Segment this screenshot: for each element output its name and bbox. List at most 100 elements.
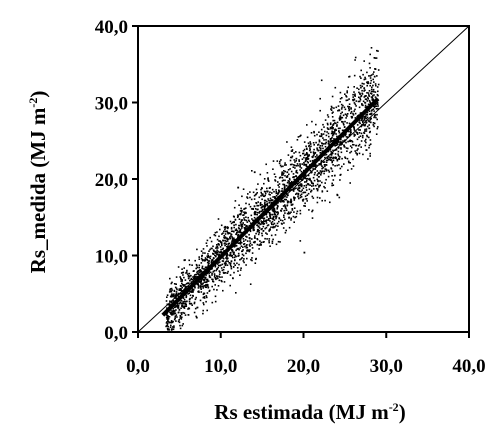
scatter-point (283, 222, 285, 224)
scatter-point (320, 174, 322, 176)
scatter-point (353, 133, 355, 136)
scatter-point (331, 175, 333, 177)
scatter-point (200, 282, 202, 285)
scatter-point (211, 272, 213, 275)
scatter-point (290, 200, 293, 203)
scatter-point (267, 198, 269, 200)
scatter-point (278, 189, 280, 192)
scatter-point (299, 209, 302, 212)
scatter-point (196, 271, 198, 274)
scatter-point (344, 108, 347, 111)
scatter-point (311, 171, 313, 173)
scatter-point (239, 258, 241, 261)
scatter-point (248, 203, 250, 206)
scatter-point (211, 278, 213, 281)
scatter-point (224, 228, 226, 231)
scatter-point (320, 133, 323, 135)
scatter-point (369, 119, 371, 121)
scatter-point (180, 307, 182, 309)
scatter-point (368, 146, 370, 149)
scatter-point (369, 113, 371, 115)
scatter-point (217, 255, 220, 257)
scatter-point (210, 247, 213, 250)
scatter-point (348, 103, 351, 105)
scatter-point (176, 288, 178, 291)
scatter-point (355, 152, 357, 154)
scatter-point (168, 303, 171, 306)
scatter-point (308, 178, 310, 181)
scatter-point (344, 93, 346, 95)
scatter-point (208, 271, 210, 273)
scatter-point (322, 161, 325, 163)
scatter-point (281, 187, 283, 190)
scatter-point (251, 259, 253, 262)
scatter-point (321, 190, 324, 192)
scatter-point (258, 225, 260, 227)
scatter-point (322, 133, 325, 135)
scatter-point (249, 205, 252, 208)
scatter-point (363, 118, 366, 120)
scatter-point (336, 135, 338, 138)
scatter-point (226, 237, 228, 239)
scatter-point (313, 134, 316, 137)
scatter-point (241, 195, 243, 198)
scatter-point (283, 188, 286, 190)
scatter-point (289, 163, 292, 166)
scatter-point (264, 227, 266, 230)
scatter-point (191, 296, 193, 299)
scatter-point (240, 241, 243, 244)
scatter-point (316, 178, 318, 181)
scatter-point (218, 243, 220, 246)
scatter-point (191, 304, 193, 306)
scatter-point (174, 286, 177, 289)
scatter-point (269, 191, 271, 193)
scatter-point (272, 160, 275, 162)
scatter-point (225, 257, 227, 259)
scatter-point (243, 261, 245, 264)
scatter-point (346, 150, 348, 152)
scatter-point (340, 148, 342, 150)
scatter-point (245, 235, 247, 238)
scatter-point (298, 190, 301, 192)
scatter-point (300, 170, 303, 173)
scatter-point (274, 197, 276, 200)
scatter-point (262, 225, 265, 228)
scatter-point (185, 303, 187, 306)
scatter-point (373, 106, 376, 109)
scatter-point (242, 260, 245, 262)
scatter-point (233, 238, 235, 240)
scatter-point (276, 213, 279, 216)
scatter-point (315, 141, 317, 144)
scatter-point (230, 222, 233, 225)
scatter-point (336, 142, 339, 145)
scatter-point (188, 259, 190, 262)
scatter-point (270, 234, 273, 237)
scatter-point (284, 164, 286, 166)
scatter-point (291, 208, 294, 210)
scatter-point (367, 81, 369, 83)
scatter-point (204, 266, 207, 269)
scatter-point (343, 163, 345, 165)
scatter-point (206, 309, 208, 312)
scatter-point (207, 262, 210, 264)
scatter-point (233, 262, 235, 265)
scatter-point (254, 208, 257, 210)
scatter-point (171, 300, 173, 303)
scatter-point (368, 144, 371, 147)
scatter-point (321, 165, 323, 167)
scatter-point (194, 274, 196, 276)
scatter-point (329, 139, 332, 141)
scatter-point (348, 75, 351, 78)
scatter-point (287, 180, 290, 182)
scatter-point (251, 238, 253, 240)
scatter-point (325, 153, 328, 156)
scatter-point (299, 240, 302, 242)
scatter-point (255, 257, 257, 260)
scatter-point (187, 293, 189, 295)
scatter-point (331, 112, 334, 114)
scatter-point (309, 141, 311, 143)
scatter-point (337, 143, 339, 146)
scatter-point (377, 105, 379, 107)
scatter-point (279, 160, 281, 163)
scatter-point (205, 278, 208, 281)
